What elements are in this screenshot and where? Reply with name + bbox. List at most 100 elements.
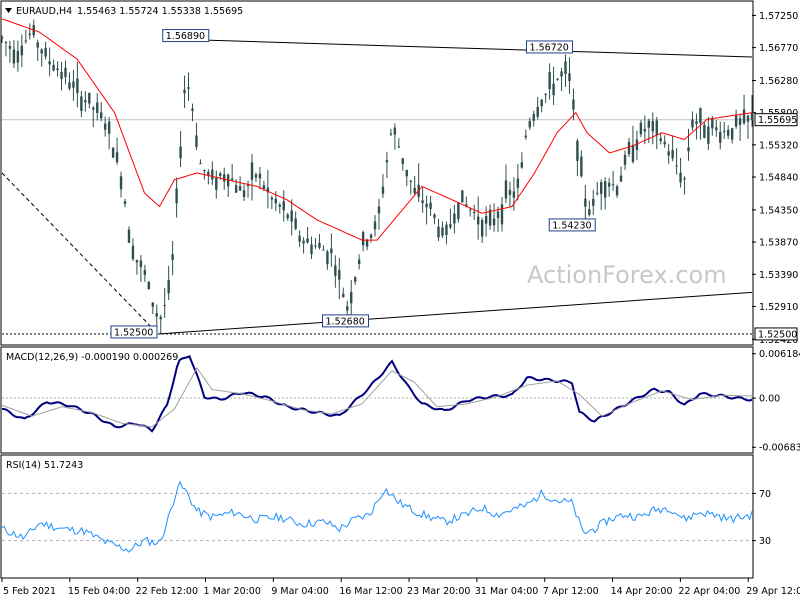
candle-body [322,249,325,251]
candle-body [401,158,404,164]
candle-body [469,209,472,211]
candle-body [596,192,599,194]
rsi-tick-label: 70 [759,489,771,500]
candle-body [500,204,504,225]
candle-body [346,306,349,311]
candle-body [449,224,452,228]
dropdown-triangle-icon[interactable] [5,8,12,13]
price-annotation-label: 1.52680 [326,316,365,327]
candle-body [488,209,492,226]
candle-body [44,47,47,57]
candle-body [742,109,746,124]
candle-body [143,270,147,275]
price-annotation-label: 1.52500 [114,327,153,338]
candle-body [461,190,464,203]
price-tick-label: 1.57250 [759,11,798,22]
candle-body [405,170,408,177]
candle-body [544,94,547,96]
candle-body [453,213,456,224]
candle-body [330,248,333,254]
candle-body [238,185,242,191]
time-tick-label: 31 Mar 04:00 [475,586,538,597]
candle-body [603,181,607,198]
macd-panel-frame [0,346,754,454]
candle-body [314,245,317,247]
candle-body [520,162,524,168]
candle-body [175,188,178,204]
candle-body [365,239,369,247]
candle-body [179,146,182,159]
candle-body [683,178,686,180]
candle-body [699,108,702,124]
macd-signal-line [1,367,753,428]
candle-body [548,72,551,90]
candle-body [111,147,115,158]
candle-body [568,73,571,82]
time-tick-label: 22 Apr 04:00 [678,586,740,597]
candle-body [564,61,567,75]
rsi-line [1,480,753,553]
candle-body [282,201,285,211]
time-tick-label: 23 Mar 20:00 [407,586,470,597]
candle-body [675,165,678,167]
candle-body [421,200,424,204]
candle-body [496,211,500,218]
moving-average-line [1,18,753,241]
candle-body [20,45,24,56]
candle-body [409,180,412,182]
candle-body [115,152,119,163]
candle-body [707,126,710,144]
candle-body [100,112,103,119]
candle-body [647,120,651,128]
candle-body [135,259,139,263]
candle-body [183,89,186,94]
candle-body [147,281,151,290]
candle-body [187,87,190,89]
header-symbol: EURAUD,H4 [16,6,72,17]
time-tick-label: 22 Feb 12:00 [136,586,198,597]
candle-body [278,204,281,207]
candle-body [223,174,226,182]
candle-body [68,82,71,89]
candle-body [215,177,218,190]
candle-body [524,135,528,138]
time-axis: 5 Feb 2021 15 Feb 04:00 22 Feb 12:00 1 Mar … [1,578,800,597]
candle-body [504,180,508,199]
time-tick-label: 16 Mar 12:00 [339,586,402,597]
candle-body [723,130,726,132]
candle-body [350,292,353,304]
candle-body [56,68,59,71]
candle-body [52,64,55,71]
candle-body [746,115,750,122]
candle-body [290,210,293,222]
price-annotation-box [548,218,596,232]
candle-body [207,171,210,176]
candle-body [627,141,631,155]
candle-body [738,118,742,125]
candle-body [473,211,476,213]
candle-body [512,191,516,198]
candle-body [679,172,682,183]
candle-body [433,214,436,218]
price-annotation-label: 1.56720 [530,42,569,53]
candle-body [80,96,83,111]
candle-body [0,37,4,39]
candle-body [572,99,575,110]
candle-body [258,173,262,179]
candle-body [250,162,254,180]
candle-body [663,141,666,145]
dashed-trend [1,172,159,335]
candle-body [389,133,393,135]
candle-body [310,244,313,254]
macd-title: MACD(12,26,9) -0.000190 0.000269 [6,352,178,363]
candle-body [4,42,8,44]
candle-body [123,201,127,204]
candle-body [639,122,643,135]
price-annotation-label: 1.56890 [166,31,205,42]
candle-body [8,45,12,49]
candle-body [306,238,309,243]
current-price-label: 1.55695 [758,115,797,126]
candle-body [457,202,460,220]
